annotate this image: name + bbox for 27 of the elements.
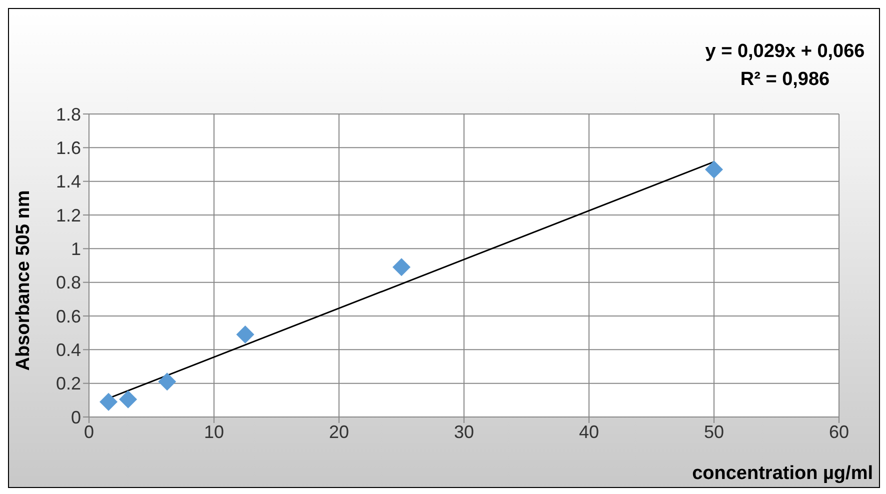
x-tick-label: 10 [204,422,224,442]
x-axis-title: concentration µg/ml [692,463,873,484]
y-tick-label: 1.6 [56,138,81,158]
y-tick-label: 1 [70,239,81,260]
x-tick-label: 30 [454,422,474,442]
point [158,372,176,391]
y-axis-title: Absorbance 505 nm [13,190,34,371]
y-tick-label: 1.4 [56,172,81,192]
text: y = 0,029x + 0,066 [705,41,865,62]
y-tick-label: 0.6 [56,306,81,326]
y-tick-label: 0.2 [56,374,81,394]
x-tick-label: 50 [704,422,724,442]
point [392,258,410,276]
y-tick-label: 0.8 [56,272,81,293]
point [119,390,138,408]
x-tick-label: 0 [84,422,94,442]
x-tick-label: 40 [578,422,600,442]
y-tick-label: 1.8 [56,104,81,124]
point [100,392,118,411]
x-tick-label: 20 [328,422,350,442]
point [705,160,723,179]
y-tick-label: 0.4 [56,340,81,360]
text: R² = 0,986 [740,69,830,90]
point [236,326,254,344]
x-tick-label: 60 [828,422,850,442]
y-tick-label: 1.2 [56,205,81,226]
y-tick-label: 0 [70,407,81,428]
